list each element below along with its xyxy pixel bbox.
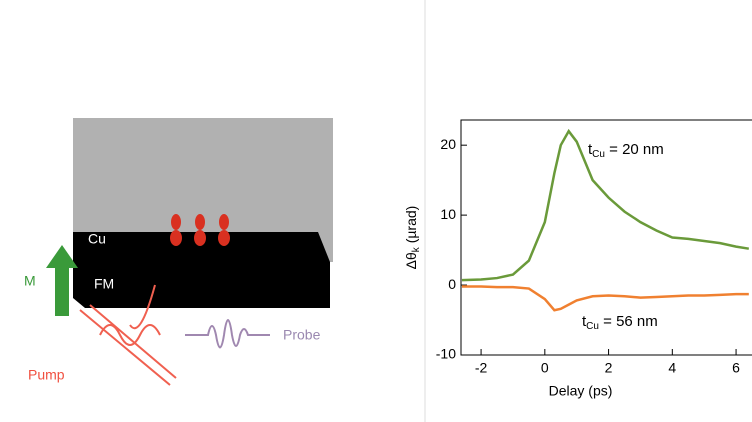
y-axis-label-main: Δθ: [403, 252, 419, 269]
pump-label: Pump: [28, 367, 65, 383]
fm-slab: [73, 232, 330, 308]
series-line: [461, 285, 749, 312]
cu-label: Cu: [88, 231, 106, 247]
diagram: Cu FM M Pump Probe: [24, 118, 333, 386]
probe-beam: [185, 319, 270, 349]
annotation: tCu = 56 nm: [582, 313, 658, 332]
y-tick-label: 0: [448, 276, 456, 292]
x-tick-label: 4: [668, 360, 676, 376]
annotation-main: t: [582, 313, 587, 330]
m-label: M: [24, 273, 36, 289]
spins: [170, 214, 230, 246]
y-tick-label: 20: [440, 136, 456, 152]
y-axis-label: Δθk (µrad): [403, 206, 422, 270]
axis-frame: [460, 119, 752, 356]
cu-block: [73, 118, 333, 262]
x-tick-label: -2: [475, 360, 488, 376]
x-tick-label: 6: [732, 360, 740, 376]
annotation: tCu = 20 nm: [588, 141, 664, 160]
series-line: [461, 128, 750, 282]
pump-beam: [79, 284, 177, 386]
fm-label: FM: [94, 276, 114, 292]
y-axis-label-rest: (µrad): [403, 206, 419, 248]
y-tick-label: 10: [440, 206, 456, 222]
annotation-rest: = 56 nm: [599, 313, 658, 330]
annotation-rest: = 20 nm: [605, 141, 664, 158]
y-axis-label-sub: k: [411, 246, 422, 252]
probe-label: Probe: [283, 327, 321, 343]
annotation-main: t: [588, 141, 593, 158]
y-tick-label: -10: [436, 346, 456, 362]
annotation-sub: Cu: [586, 321, 599, 332]
m-arrow: [46, 245, 78, 316]
x-axis-label: Delay (ps): [549, 383, 613, 399]
annotation-sub: Cu: [592, 149, 605, 160]
x-tick-label: 2: [605, 360, 613, 376]
x-tick-label: 0: [541, 360, 549, 376]
